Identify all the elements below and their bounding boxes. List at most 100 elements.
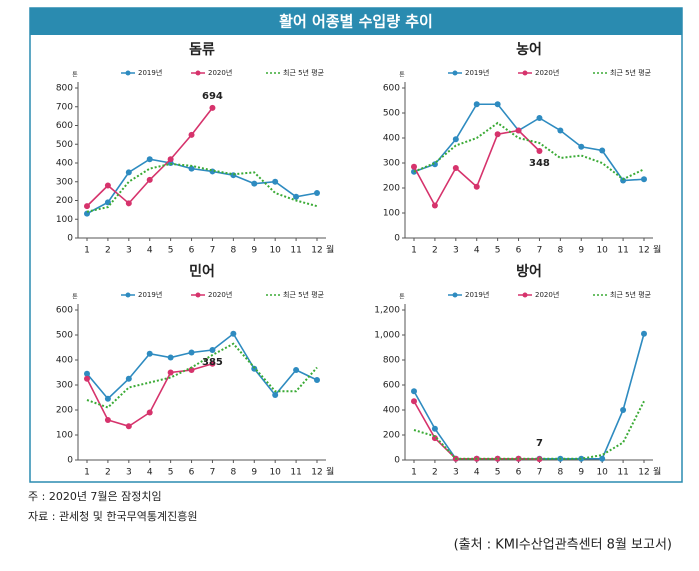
x-tick-label: 12 bbox=[638, 468, 649, 478]
data-point bbox=[125, 200, 132, 207]
x-unit: 월 bbox=[326, 466, 334, 478]
data-point bbox=[515, 455, 522, 462]
y-tick-label: 600 bbox=[383, 84, 400, 94]
x-tick-label: 6 bbox=[516, 468, 522, 478]
x-unit: 월 bbox=[653, 244, 661, 256]
y-tick-label: 0 bbox=[67, 456, 73, 466]
data-point bbox=[620, 177, 627, 184]
data-point bbox=[272, 178, 279, 185]
series-line bbox=[413, 129, 541, 208]
data-point bbox=[146, 409, 153, 416]
x-tick-label: 10 bbox=[269, 246, 281, 256]
y-tick-label: 600 bbox=[56, 121, 73, 131]
x-tick-label: 7 bbox=[210, 246, 216, 256]
x-tick-label: 4 bbox=[474, 468, 480, 478]
x-tick-label: 1 bbox=[84, 246, 90, 256]
x-tick-label: 9 bbox=[251, 468, 257, 478]
y-tick-label: 200 bbox=[383, 184, 400, 194]
data-point bbox=[272, 392, 279, 398]
data-point bbox=[431, 202, 438, 209]
legend-label: 2019년 bbox=[138, 68, 162, 77]
data-label: 7 bbox=[536, 438, 543, 449]
data-point bbox=[209, 347, 216, 353]
data-point bbox=[494, 131, 501, 138]
x-tick-label: 5 bbox=[495, 246, 501, 256]
y-unit: 톤 bbox=[399, 294, 405, 301]
note: 자료 : 관세청 및 한국무역통계진흥원 bbox=[28, 509, 198, 523]
data-point bbox=[473, 101, 480, 108]
series-line bbox=[413, 400, 645, 460]
data-point bbox=[125, 423, 132, 430]
x-tick-label: 3 bbox=[453, 468, 459, 478]
x-tick-label: 6 bbox=[189, 468, 195, 478]
y-unit: 톤 bbox=[72, 72, 78, 79]
data-point bbox=[125, 375, 132, 382]
data-point bbox=[494, 455, 501, 462]
x-tick-label: 7 bbox=[210, 468, 216, 478]
legend-label: 2019년 bbox=[465, 68, 489, 77]
x-tick-label: 3 bbox=[453, 246, 459, 256]
data-point bbox=[104, 395, 111, 402]
data-label: 348 bbox=[529, 158, 550, 169]
chart-title: 농어 bbox=[516, 41, 542, 58]
data-point bbox=[209, 360, 216, 367]
data-point bbox=[188, 349, 195, 356]
note: 주 : 2020년 7월은 잠정치임 bbox=[28, 490, 162, 503]
data-point bbox=[536, 115, 543, 121]
x-tick-label: 10 bbox=[596, 246, 608, 256]
y-unit: 톤 bbox=[399, 72, 405, 79]
data-point bbox=[641, 330, 647, 337]
data-point bbox=[452, 136, 459, 143]
data-point bbox=[620, 407, 627, 413]
x-tick-label: 8 bbox=[230, 246, 236, 256]
legend-label: 최근 5년 평균 bbox=[283, 68, 325, 77]
data-point bbox=[84, 203, 90, 210]
data-point bbox=[411, 163, 417, 170]
x-tick-label: 2 bbox=[432, 468, 438, 478]
x-tick-label: 8 bbox=[557, 246, 563, 256]
y-tick-label: 200 bbox=[56, 196, 73, 206]
y-tick-label: 300 bbox=[56, 381, 73, 391]
x-tick-label: 10 bbox=[269, 468, 281, 478]
y-tick-label: 0 bbox=[394, 456, 400, 466]
x-tick-label: 12 bbox=[311, 246, 322, 256]
chart-title: 돔류 bbox=[189, 42, 215, 58]
y-tick-label: 600 bbox=[383, 381, 400, 391]
y-tick-label: 300 bbox=[56, 177, 73, 187]
data-point bbox=[314, 377, 320, 383]
legend-label: 2020년 bbox=[208, 290, 232, 299]
x-tick-label: 11 bbox=[290, 246, 301, 256]
data-point bbox=[209, 104, 216, 111]
legend-label: 최근 5년 평균 bbox=[610, 68, 652, 77]
x-tick-label: 4 bbox=[474, 246, 480, 256]
data-point bbox=[641, 176, 647, 183]
x-tick-label: 1 bbox=[411, 468, 417, 478]
data-point bbox=[84, 375, 90, 382]
series-line bbox=[86, 362, 213, 428]
y-tick-label: 800 bbox=[56, 84, 73, 94]
x-tick-label: 4 bbox=[147, 246, 153, 256]
x-tick-label: 7 bbox=[537, 468, 543, 478]
y-tick-label: 100 bbox=[56, 215, 73, 225]
x-tick-label: 9 bbox=[251, 246, 257, 256]
series-line bbox=[86, 342, 318, 409]
legend-label: 2020년 bbox=[535, 68, 559, 77]
series-line bbox=[413, 333, 645, 460]
chart-title: 방어 bbox=[516, 263, 542, 280]
y-tick-label: 400 bbox=[383, 406, 400, 416]
y-tick-label: 400 bbox=[56, 356, 73, 366]
data-point bbox=[167, 354, 174, 361]
legend-label: 2019년 bbox=[465, 290, 489, 299]
y-tick-label: 500 bbox=[383, 109, 400, 119]
data-point bbox=[146, 350, 153, 357]
data-point bbox=[188, 367, 195, 373]
legend-label: 최근 5년 평균 bbox=[610, 290, 652, 299]
data-point bbox=[473, 183, 480, 190]
series-line bbox=[86, 162, 318, 213]
x-tick-label: 12 bbox=[638, 246, 649, 256]
data-point bbox=[578, 143, 585, 150]
x-tick-label: 12 bbox=[311, 468, 322, 478]
x-tick-label: 3 bbox=[126, 246, 132, 256]
data-point bbox=[146, 156, 153, 163]
